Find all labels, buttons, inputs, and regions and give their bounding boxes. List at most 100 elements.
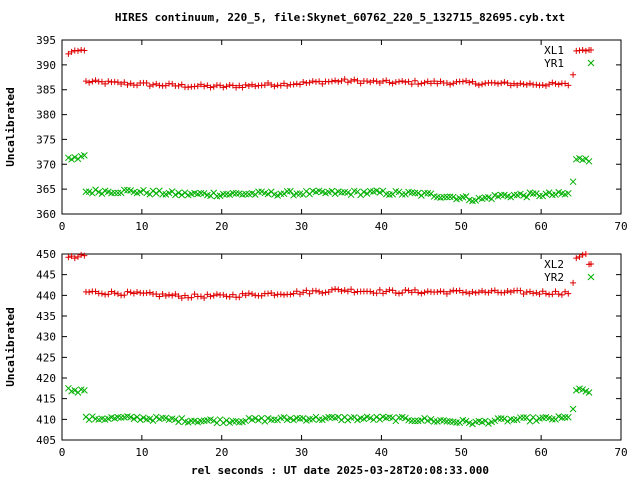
data-point [312, 287, 319, 294]
data-point [232, 190, 240, 197]
data-point [328, 286, 335, 293]
data-point [251, 414, 259, 422]
data-point [542, 82, 549, 89]
data-point [443, 290, 450, 297]
data-point [309, 78, 316, 85]
data-point [405, 287, 412, 294]
data-point [114, 189, 122, 197]
data-point [312, 78, 319, 85]
data-point [74, 47, 81, 54]
y-tick-label: 425 [36, 351, 56, 364]
data-point [370, 77, 377, 84]
data-point [172, 416, 179, 423]
data-point [542, 290, 549, 297]
data-point [287, 291, 294, 298]
data-point [360, 415, 368, 423]
data-point [134, 82, 141, 89]
legend-label: YR1 [544, 57, 564, 70]
data-point [236, 82, 243, 89]
data-point [136, 188, 144, 196]
data-point [421, 414, 428, 422]
data-point [418, 80, 425, 87]
data-point [507, 289, 514, 296]
data-point [367, 288, 374, 295]
data-point [88, 413, 96, 420]
data-point [450, 80, 457, 87]
data-point [290, 290, 297, 297]
data-point [472, 289, 479, 296]
data-point [373, 290, 380, 297]
data-point [306, 415, 313, 423]
data-point [274, 416, 281, 424]
data-point [178, 191, 186, 199]
data-point [165, 189, 173, 197]
y-tick-label: 410 [36, 413, 56, 426]
data-point [501, 79, 508, 86]
data-point [545, 189, 553, 196]
y-tick-label: 360 [36, 208, 56, 221]
chart-title: HIRES continuum, 220_5, file:Skynet_6076… [114, 11, 566, 24]
data-point [582, 155, 590, 163]
data-point [517, 287, 524, 294]
data-point [411, 286, 418, 293]
data-point [530, 290, 537, 297]
data-point [491, 417, 499, 425]
data-point [82, 78, 89, 85]
data-point [172, 291, 179, 298]
data-point [532, 190, 540, 197]
y-tick-label: 390 [36, 59, 56, 72]
data-point [68, 155, 75, 163]
data-point [239, 84, 246, 91]
data-point [456, 287, 463, 294]
data-point [265, 79, 272, 86]
data-point [316, 288, 323, 295]
x-axis-label: rel seconds : UT date 2025-03-28T20:08:3… [190, 464, 489, 477]
y-tick-label: 405 [36, 434, 56, 447]
data-point [65, 50, 72, 57]
data-point [249, 81, 256, 88]
data-point [389, 287, 396, 294]
plot-frame [61, 253, 622, 441]
data-point [386, 79, 393, 86]
data-point [130, 415, 138, 423]
data-point [450, 287, 457, 294]
data-point [204, 291, 211, 298]
data-point [229, 417, 237, 425]
data-point [111, 290, 118, 297]
data-point [89, 78, 96, 85]
data-point [533, 81, 540, 88]
data-point [546, 81, 553, 88]
data-point [146, 83, 153, 90]
x-tick-label: 30 [295, 446, 308, 459]
data-point [576, 253, 583, 260]
data-point [287, 187, 294, 195]
data-point [290, 81, 297, 88]
data-point [293, 288, 300, 295]
data-point [121, 79, 128, 86]
data-point [360, 188, 368, 196]
data-point [134, 288, 141, 295]
data-point [74, 253, 81, 260]
data-point [415, 81, 422, 88]
top-panel: 0 10 20 30 40 50 60 70 360 365 370 375 380 385 390 395 U… [4, 34, 628, 233]
data-point [283, 187, 291, 195]
data-point [271, 292, 278, 299]
data-point [220, 291, 227, 298]
data-point [153, 80, 160, 87]
legend-label: XL1 [544, 44, 564, 57]
data-point [354, 416, 361, 424]
data-point [485, 289, 492, 296]
data-point [280, 190, 288, 198]
data-point [105, 78, 112, 85]
data-point [338, 288, 345, 295]
data-point [271, 83, 278, 90]
data-point [392, 289, 399, 296]
data-point [249, 290, 256, 297]
data-point [81, 387, 88, 394]
data-point [418, 417, 425, 424]
data-point [207, 84, 214, 91]
data-point [579, 251, 586, 258]
data-point [261, 82, 268, 89]
y-tick-label: 420 [36, 372, 56, 385]
data-point [497, 415, 505, 422]
